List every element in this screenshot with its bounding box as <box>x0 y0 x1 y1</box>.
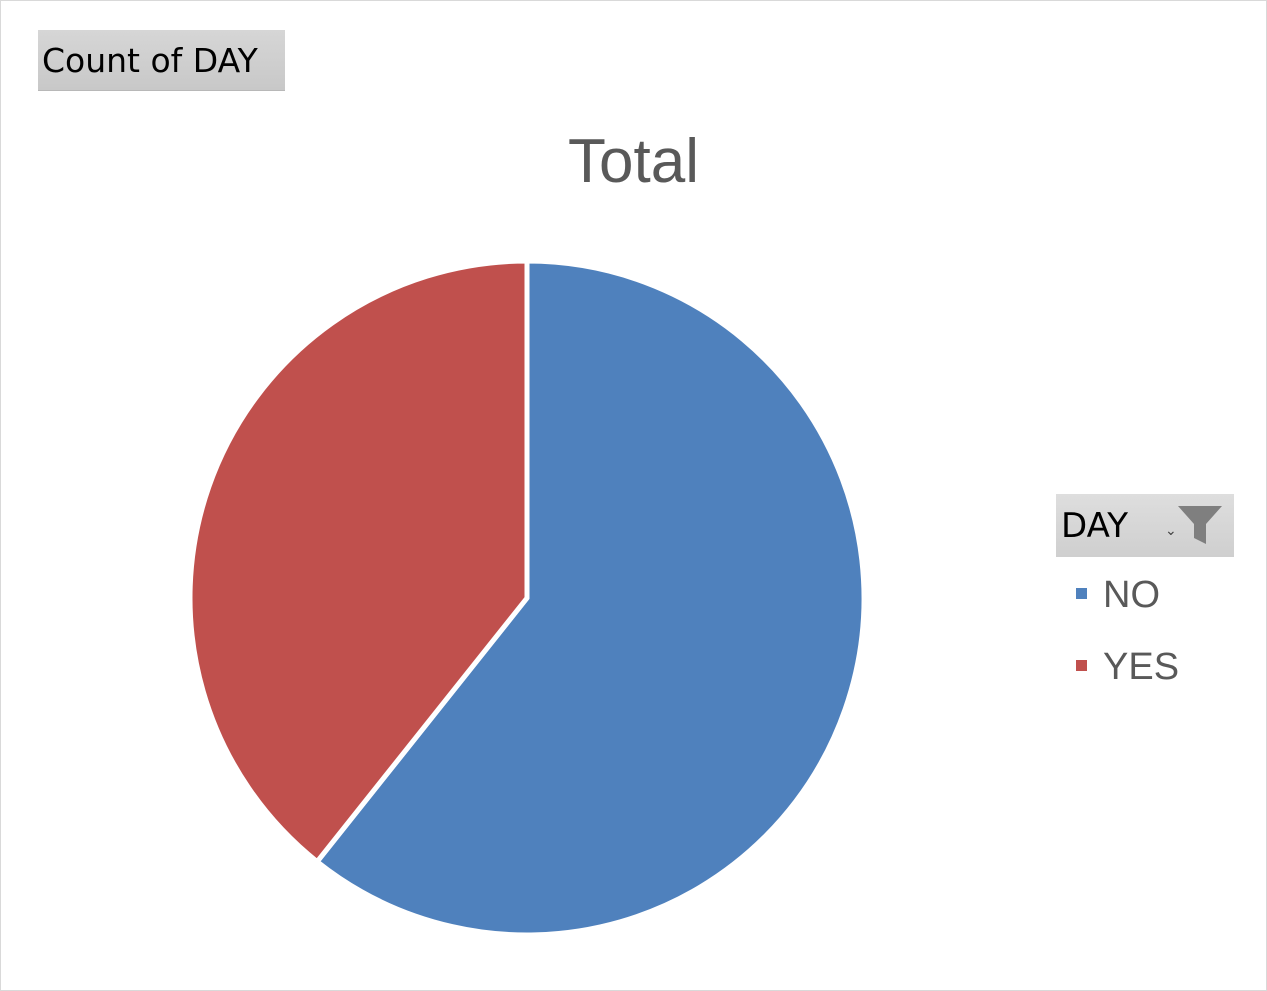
chart-title: Total <box>0 126 1267 197</box>
legend-swatch-no <box>1076 588 1087 599</box>
day-filter-label: DAY <box>1061 506 1128 546</box>
day-filter-button[interactable]: DAY ⌄ <box>1056 494 1234 557</box>
legend-label-yes: YES <box>1103 646 1180 688</box>
legend-label-no: NO <box>1103 574 1160 616</box>
count-of-day-field-button[interactable]: Count of DAY <box>38 30 285 91</box>
legend-swatch-yes <box>1076 660 1087 671</box>
dropdown-caret-icon: ⌄ <box>1165 522 1177 538</box>
pie-slice-yes[interactable] <box>187 258 530 865</box>
funnel-icon <box>1178 506 1222 544</box>
pie-slice-no[interactable] <box>314 258 867 938</box>
chart-title-text: Total <box>568 127 699 196</box>
field-button-label: Count of DAY <box>42 41 258 80</box>
